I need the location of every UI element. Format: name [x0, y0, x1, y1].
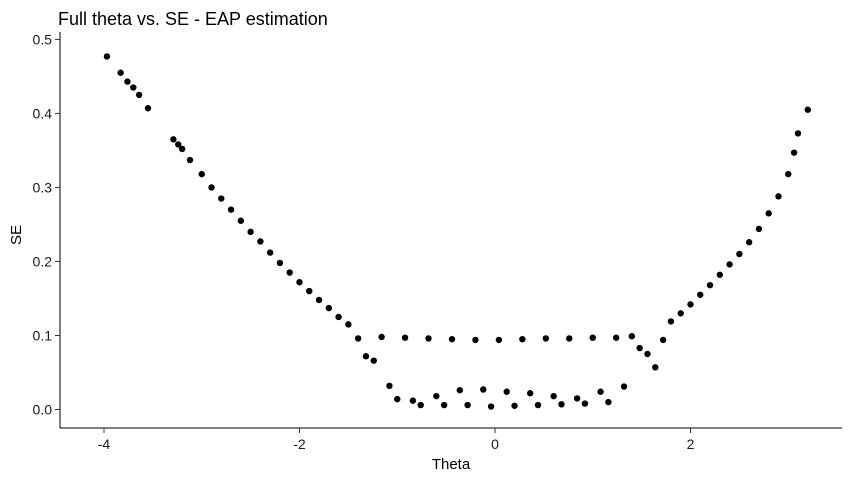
data-point: [257, 238, 264, 245]
data-point: [480, 386, 487, 393]
data-point: [362, 353, 370, 360]
data-point: [247, 228, 254, 236]
x-tick-label: 0: [491, 436, 499, 452]
data-point: [456, 387, 463, 394]
data-point: [370, 357, 377, 364]
axes: -4 -2 0 2 0.0 0.1 0.2 0.3 0.4 0.5: [33, 31, 842, 452]
data-point: [736, 250, 743, 258]
data-point: [677, 310, 684, 317]
data-point: [503, 388, 510, 395]
data-point: [186, 156, 194, 164]
x-tick-label: -4: [98, 436, 111, 452]
data-point: [765, 210, 772, 217]
data-point: [612, 334, 620, 341]
data-point: [605, 398, 612, 406]
data-point: [378, 333, 385, 341]
data-point: [697, 291, 704, 298]
data-point: [785, 170, 792, 178]
data-point: [636, 344, 643, 352]
data-point: [519, 335, 526, 343]
data-point: [354, 335, 362, 342]
data-point: [394, 395, 401, 403]
data-point: [620, 383, 628, 390]
data-point: [534, 401, 542, 409]
data-point: [417, 401, 424, 409]
data-point: [124, 78, 131, 85]
y-tick-label: 0.1: [33, 327, 53, 343]
data-point: [440, 401, 448, 409]
data-point: [175, 141, 182, 148]
data-point: [170, 136, 177, 143]
data-point: [276, 259, 284, 267]
data-point: [526, 390, 534, 397]
data-point: [117, 69, 124, 76]
y-tick-label: 0.5: [33, 31, 53, 47]
data-point: [558, 401, 565, 408]
data-point: [325, 304, 333, 312]
data-point: [550, 392, 557, 400]
data-point: [178, 145, 186, 153]
data-point: [716, 271, 724, 278]
data-point: [706, 281, 714, 289]
data-point: [542, 335, 550, 342]
data-point: [345, 321, 352, 328]
data-point: [409, 397, 417, 404]
data-point: [103, 53, 111, 60]
data-point: [135, 91, 143, 99]
data-point: [566, 335, 573, 342]
data-point: [644, 350, 651, 358]
data-point: [237, 217, 245, 224]
data-point: [448, 335, 456, 343]
data-point: [804, 106, 811, 113]
y-tick-label: 0.0: [33, 401, 53, 417]
data-point: [790, 149, 798, 156]
data-point: [266, 249, 274, 256]
data-point: [433, 392, 440, 400]
x-axis-label: Theta: [432, 456, 471, 473]
data-point: [218, 195, 225, 202]
data-point: [581, 400, 589, 407]
data-point: [659, 336, 667, 344]
chart-title: Full theta vs. SE - EAP estimation: [58, 9, 328, 29]
data-point: [794, 130, 802, 137]
x-tick-label: 2: [687, 436, 695, 452]
y-tick-label: 0.4: [33, 105, 53, 121]
data-point: [487, 403, 495, 410]
data-point: [464, 401, 471, 409]
data-point: [286, 269, 293, 276]
data-point: [130, 84, 137, 91]
data-point: [296, 278, 303, 286]
data-point: [589, 334, 596, 341]
data-point: [386, 382, 393, 390]
data-point: [652, 364, 659, 371]
data-point: [597, 388, 604, 395]
x-tick-label: -2: [293, 436, 306, 452]
data-point: [755, 225, 763, 233]
y-tick-label: 0.2: [33, 253, 53, 269]
data-point: [306, 287, 313, 295]
data-point: [198, 170, 205, 178]
data-point: [315, 296, 323, 304]
data-point: [335, 313, 342, 321]
data-point: [775, 193, 782, 200]
data-points: [103, 53, 811, 410]
data-point: [628, 333, 636, 340]
data-point: [401, 334, 409, 341]
data-point: [745, 239, 753, 246]
data-point: [472, 336, 479, 344]
data-point: [511, 402, 518, 409]
data-point: [573, 395, 581, 402]
data-point: [144, 105, 152, 112]
data-point: [425, 335, 432, 342]
data-point: [227, 206, 235, 213]
data-point: [726, 261, 733, 268]
y-axis-label: SE: [8, 225, 25, 245]
y-tick-label: 0.3: [33, 179, 53, 195]
data-point: [667, 318, 675, 325]
data-point: [687, 301, 694, 308]
data-point: [495, 336, 503, 344]
data-point: [208, 184, 215, 191]
